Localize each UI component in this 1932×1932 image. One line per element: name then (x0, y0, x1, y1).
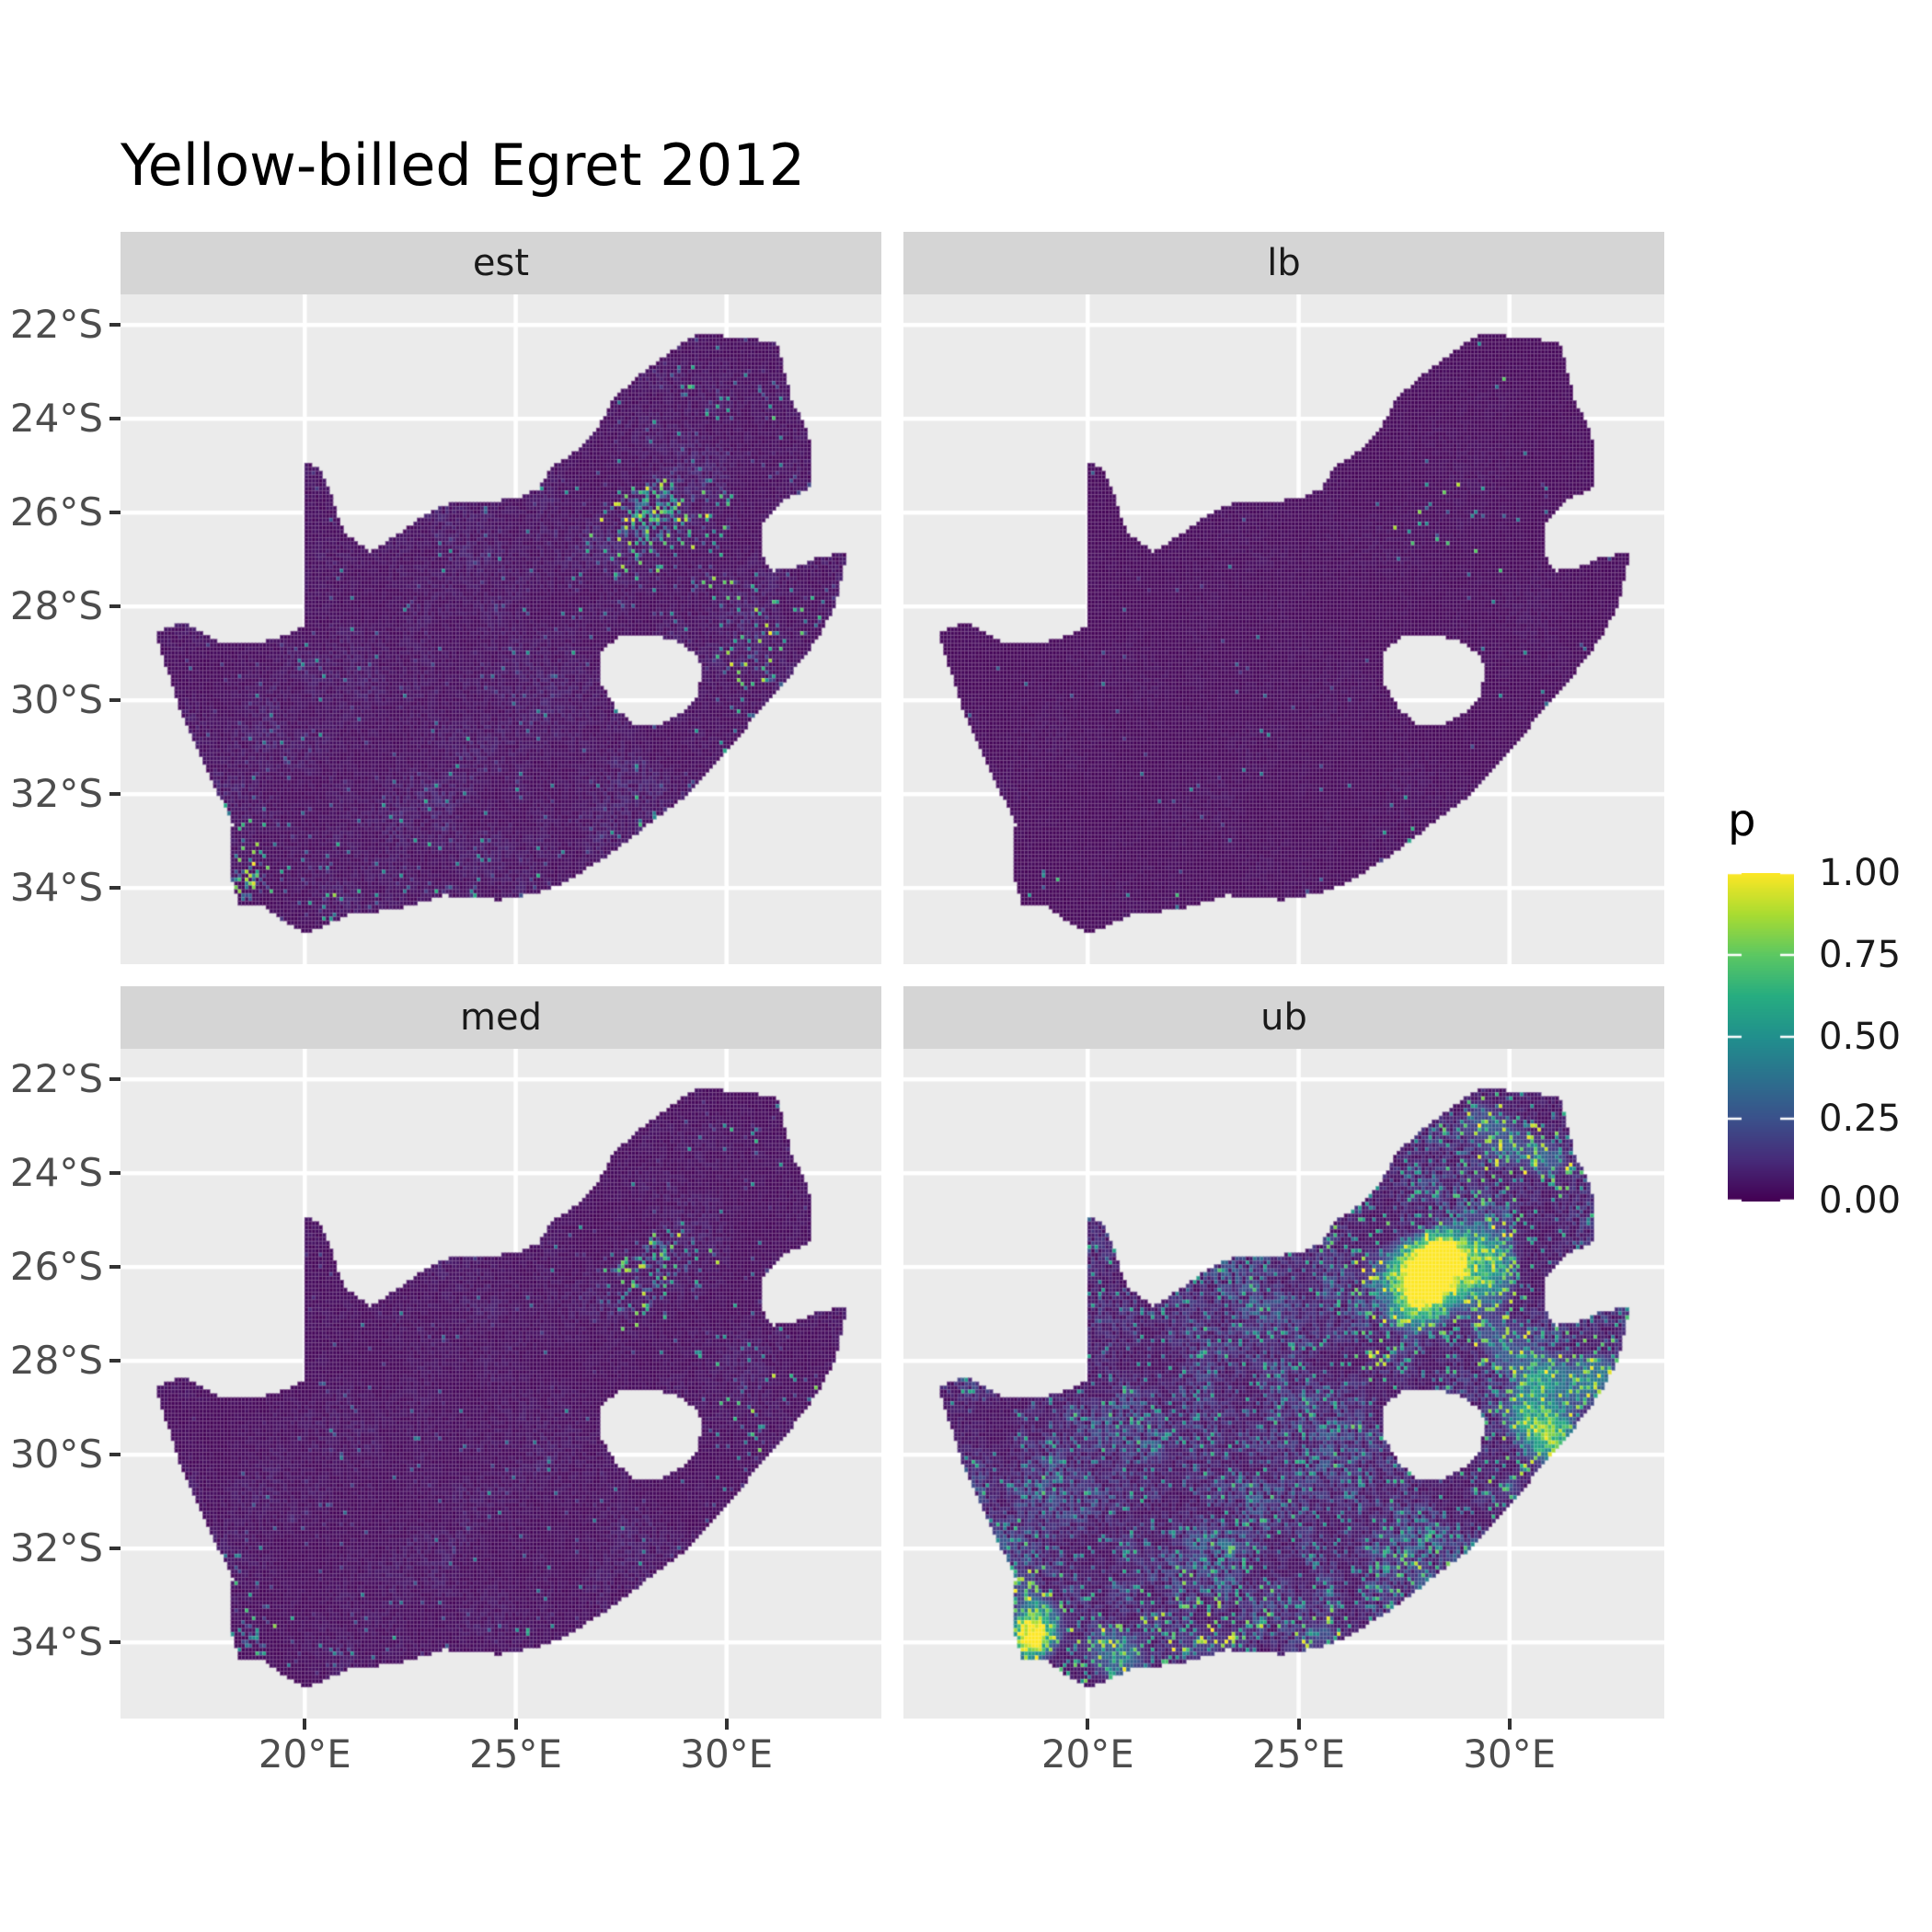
facet-map-est (121, 294, 881, 964)
y-axis-label: 32°S (9, 1525, 103, 1571)
legend-tick-label: 0.25 (1819, 1098, 1902, 1140)
y-axis-tick (109, 1171, 121, 1176)
y-axis-tick (109, 1359, 121, 1363)
y-axis-label: 30°S (9, 677, 103, 723)
x-axis-tick (724, 1719, 729, 1730)
y-axis-label: 26°S (9, 489, 103, 535)
facet-strip-est: est (121, 232, 881, 294)
y-axis-tick (109, 792, 121, 797)
y-axis-tick (109, 604, 121, 609)
x-axis-label: 25°E (1252, 1731, 1346, 1777)
x-axis-label: 20°E (258, 1731, 351, 1777)
facet-strip-label-est: est (472, 242, 530, 284)
y-axis-tick (109, 698, 121, 703)
x-axis-tick (513, 1719, 518, 1730)
y-axis-label: 30°S (9, 1432, 103, 1478)
legend-tick-label: 0.50 (1819, 1016, 1902, 1058)
y-axis-tick (109, 886, 121, 891)
facet-strip-label-ub: ub (1260, 996, 1307, 1039)
x-axis-tick (1507, 1719, 1512, 1730)
facet-map-ub (903, 1049, 1664, 1719)
x-axis-tick (1086, 1719, 1090, 1730)
y-axis-tick (109, 1265, 121, 1270)
legend-tick-label: 0.75 (1819, 934, 1902, 976)
facet-strip-ub: ub (903, 986, 1664, 1049)
y-axis-label: 26°S (9, 1244, 103, 1290)
legend-tick-label: 1.00 (1819, 852, 1902, 894)
plot-title: Yellow-billed Egret 2012 (121, 132, 806, 199)
x-axis-tick (1296, 1719, 1301, 1730)
y-axis-tick (109, 323, 121, 328)
y-axis-label: 34°S (9, 865, 103, 911)
legend-tick-label: 0.00 (1819, 1179, 1902, 1222)
facet-map-lb (903, 294, 1664, 964)
y-axis-label: 28°S (9, 1338, 103, 1384)
y-axis-tick (109, 417, 121, 421)
y-axis-label: 34°S (9, 1619, 103, 1665)
y-axis-tick (109, 1547, 121, 1551)
y-axis-tick (109, 1077, 121, 1082)
x-axis-label: 25°E (469, 1731, 563, 1777)
y-axis-label: 24°S (9, 1150, 103, 1196)
y-axis-label: 32°S (9, 771, 103, 817)
x-axis-label: 30°E (680, 1731, 774, 1777)
x-axis-tick (303, 1719, 307, 1730)
y-axis-label: 22°S (9, 302, 103, 348)
y-axis-label: 24°S (9, 396, 103, 442)
y-axis-tick (109, 1453, 121, 1457)
facet-strip-lb: lb (903, 232, 1664, 294)
x-axis-label: 30°E (1463, 1731, 1557, 1777)
x-axis-label: 20°E (1041, 1731, 1134, 1777)
y-axis-label: 28°S (9, 583, 103, 629)
y-axis-label: 22°S (9, 1056, 103, 1102)
legend-title: p (1728, 795, 1756, 846)
facet-strip-med: med (121, 986, 881, 1049)
legend-colorbar (1728, 873, 1794, 1202)
y-axis-tick (109, 1640, 121, 1645)
facet-map-med (121, 1049, 881, 1719)
facet-strip-label-lb: lb (1267, 242, 1301, 284)
y-axis-tick (109, 511, 121, 515)
facet-strip-label-med: med (460, 996, 542, 1039)
